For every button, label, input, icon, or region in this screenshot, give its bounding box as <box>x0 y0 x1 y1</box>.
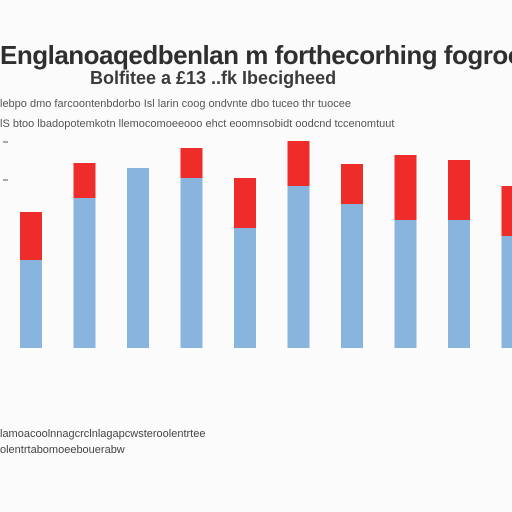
bar-segment-base <box>20 260 42 348</box>
bar-segment-base <box>341 204 363 348</box>
bar-segment-base <box>394 220 417 348</box>
bar-segment-base <box>73 198 96 348</box>
bar-segment-top <box>448 160 470 220</box>
chart-footer-1: lamoacoolnnagcrclnlagapcwsteroolentrtee <box>0 428 206 440</box>
bar-segment-top <box>287 141 310 186</box>
bar-segment-top <box>394 155 417 220</box>
bar-segment-base <box>180 178 203 348</box>
bar-segment-top <box>234 178 256 228</box>
bar-segment-base <box>234 228 256 348</box>
chart-note-1: lebpo dmo farcoontenbdorbo Isl larin coo… <box>0 98 352 110</box>
bar-segment-top <box>20 212 42 260</box>
bar-segment-base <box>287 186 310 348</box>
bar-segment-top <box>341 164 363 204</box>
bar-segment-base <box>501 236 512 348</box>
chart-subtitle: Bolfitee a £13 ..fk Ibecigheed <box>90 68 337 88</box>
chart-title: Englanoaqedbenlan m forthecorhing fogroo… <box>0 40 512 70</box>
chart-footer-2: olentrtabomoeebouerabw <box>0 444 125 456</box>
bar-segment-top <box>501 186 512 236</box>
chart-note-2: lS btoo lbadopotemkotn llemocomoeeooo eh… <box>0 118 395 130</box>
bar-segment-base <box>448 220 470 348</box>
bar-segment-top <box>180 148 203 178</box>
bar-segment-top <box>73 163 96 198</box>
bar-segment-base <box>127 168 149 348</box>
